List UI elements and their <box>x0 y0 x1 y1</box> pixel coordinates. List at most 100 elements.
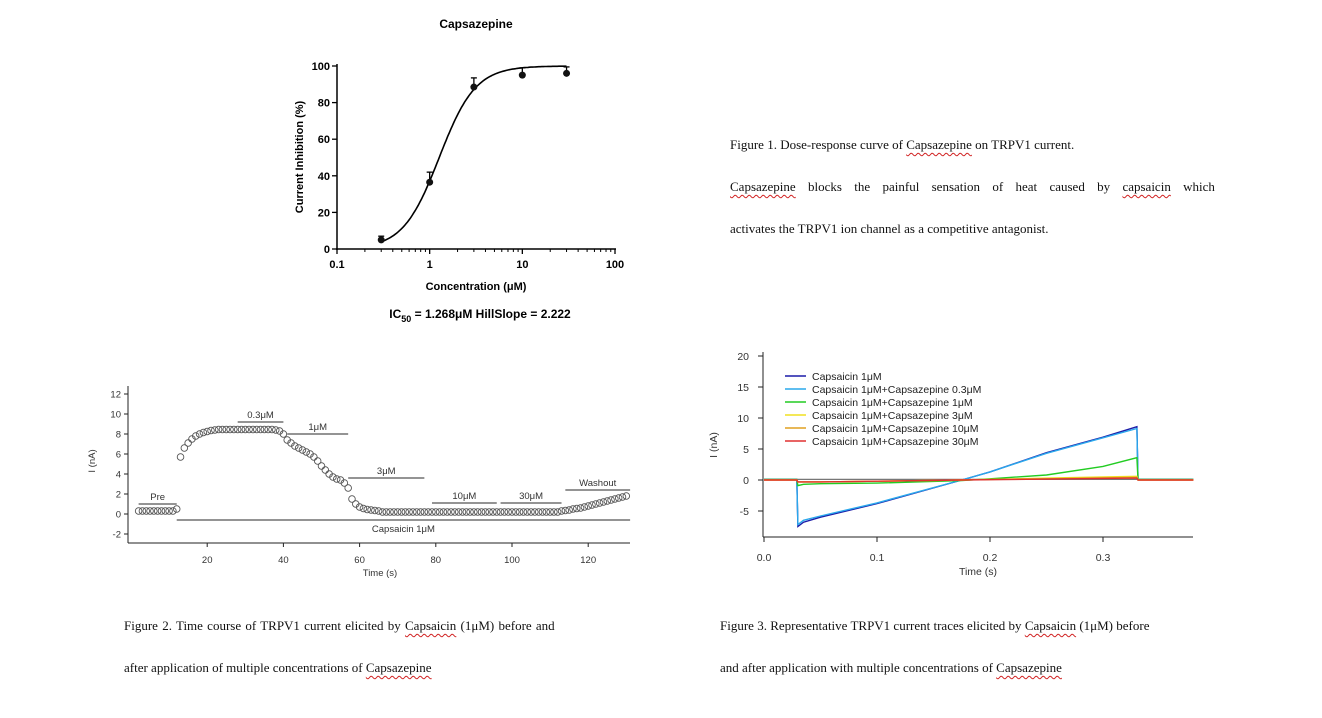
data-point <box>527 508 535 516</box>
data-point <box>218 425 227 434</box>
y-tick-label: 60 <box>318 134 330 146</box>
data-point <box>576 504 585 512</box>
data-point <box>409 508 417 516</box>
data-point <box>413 508 421 516</box>
data-point <box>321 466 330 474</box>
data-point <box>485 508 493 516</box>
x-axis-label: Time (s) <box>363 568 397 579</box>
data-point <box>142 507 150 515</box>
misspelled-word: Capsazepine <box>365 660 432 675</box>
data-point <box>518 71 526 79</box>
data-point <box>207 426 215 435</box>
data-point <box>377 236 385 244</box>
data-point <box>203 427 211 436</box>
x-tick-label: 1 <box>427 259 433 271</box>
data-point <box>386 508 394 516</box>
data-point <box>317 462 326 470</box>
data-point <box>435 508 444 516</box>
treatment-label: Pre <box>150 492 165 503</box>
data-point <box>192 432 200 440</box>
caption-text: Figure 1. Dose-response curve of <box>730 137 907 152</box>
data-point <box>557 507 566 515</box>
data-point <box>272 426 280 434</box>
y-tick-label: 0 <box>116 510 121 521</box>
caption-text: after application of multiple concentrat… <box>124 660 366 675</box>
caption-text: (1μM) before <box>1076 618 1150 633</box>
treatment-label: Washout <box>579 478 616 489</box>
y-tick-label: 80 <box>318 98 330 110</box>
data-point <box>424 508 432 516</box>
data-point <box>332 475 341 483</box>
caption-word: the <box>854 179 871 194</box>
data-point <box>550 508 558 516</box>
caption-word: heat <box>1015 179 1038 194</box>
data-point <box>573 504 581 513</box>
data-point <box>466 508 474 516</box>
data-point <box>542 508 551 516</box>
y-tick-label: 12 <box>110 390 121 401</box>
y-tick-label: 2 <box>116 490 121 501</box>
x-tick-label: 20 <box>202 555 213 566</box>
treatment-label: Capsaicin 1μM <box>372 524 435 535</box>
fit-curve <box>380 65 567 243</box>
y-tick-label: 20 <box>737 351 749 363</box>
data-point <box>416 508 425 516</box>
x-tick-label: 100 <box>504 555 520 566</box>
data-point <box>470 83 478 91</box>
caption-word: which <box>1183 179 1215 194</box>
data-point <box>508 508 516 516</box>
x-tick-label: 80 <box>431 555 442 566</box>
legend-label: Capsaicin 1μM+Capsazepine 1μM <box>812 397 973 409</box>
data-point <box>584 502 592 510</box>
caption-text: Figure 3. Representative TRPV1 current t… <box>720 618 1025 633</box>
data-point <box>378 508 387 516</box>
data-point <box>329 473 337 481</box>
y-axis-label: I (nA) <box>708 432 720 458</box>
caption-text: and after application with multiple conc… <box>720 660 997 675</box>
x-tick-label: 100 <box>606 259 624 271</box>
legend-label: Capsaicin 1μM+Capsazepine 3μM <box>812 410 973 422</box>
data-point <box>534 508 543 516</box>
data-point <box>214 425 223 434</box>
data-point <box>493 508 501 516</box>
data-point <box>222 425 230 434</box>
y-tick-label: -5 <box>740 506 749 518</box>
data-point <box>237 425 246 434</box>
data-point <box>432 508 440 516</box>
treatment-label: 30μM <box>519 491 543 502</box>
ic50-label: IC <box>389 307 401 321</box>
data-point <box>477 508 486 516</box>
x-tick-label: 0.1 <box>870 552 885 564</box>
y-tick-label: 10 <box>737 413 749 425</box>
misspelled-word: Capsazepine <box>996 660 1062 675</box>
data-point <box>553 508 562 516</box>
data-point <box>426 178 434 186</box>
data-point <box>519 508 528 516</box>
legend-label: Capsaicin 1μM <box>812 371 882 383</box>
fig1-caption-line2: Capsazepine blocks the painful sensation of he… <box>730 179 1215 195</box>
data-point <box>405 508 413 516</box>
y-tick-label: -2 <box>113 530 121 541</box>
y-tick-label: 10 <box>110 410 121 421</box>
treatment-label: 0.3μM <box>247 410 274 421</box>
trace-series <box>764 477 1194 483</box>
legend-label: Capsaicin 1μM+Capsazepine 10μM <box>812 423 978 435</box>
data-point <box>390 508 398 516</box>
dose-response-chart: Capsazepine 0 20 40 60 80 100 0.1 1 10 100 Concentr… <box>294 17 624 324</box>
current-traces-chart: -5 0 5 10 15 20 0.0 0.1 0.2 0.3 Time (s) I (nA) Caps… <box>708 351 1194 578</box>
data-point <box>241 425 250 434</box>
treatment-label: 3μM <box>377 466 396 477</box>
data-point <box>260 425 269 434</box>
data-point <box>165 507 173 515</box>
legend-label: Capsaicin 1μM+Capsazepine 0.3μM <box>812 384 981 396</box>
data-point <box>592 500 600 508</box>
data-point <box>226 425 234 434</box>
misspelled-word: Capsaicin <box>1024 618 1077 633</box>
data-point <box>588 501 596 509</box>
misspelled-word: Capsaicin <box>405 618 457 633</box>
data-point <box>611 495 619 503</box>
data-point <box>249 425 257 434</box>
data-point <box>184 439 192 447</box>
data-point <box>302 448 311 456</box>
data-point <box>401 508 410 516</box>
